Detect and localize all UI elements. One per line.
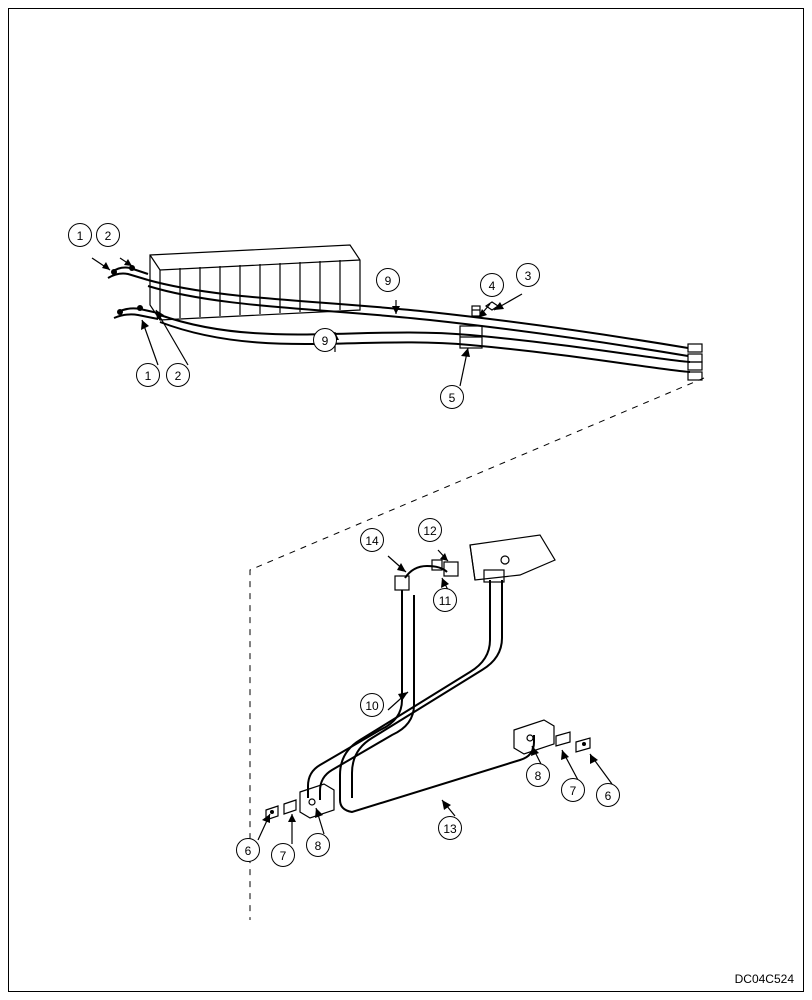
callout-8-right: 8 [526,763,550,787]
callout-label: 6 [605,789,612,803]
callout-label: 8 [315,839,322,853]
drawing-id: DC04C524 [735,972,794,986]
callout-9a: 9 [376,268,400,292]
callout-7-right: 7 [561,778,585,802]
hose-fittings-top [108,265,148,280]
callout-9b: 9 [313,328,337,352]
callout-label: 5 [449,391,456,405]
callout-13: 13 [438,816,462,840]
callout-1-top: 1 [68,223,92,247]
leader-arrows [92,258,612,844]
callout-3: 3 [516,263,540,287]
callout-2-top: 2 [96,223,120,247]
callout-label: 9 [385,274,392,288]
callout-label: 2 [175,369,182,383]
callout-11: 11 [433,588,457,612]
callout-label: 6 [245,844,252,858]
callout-label: 3 [525,269,532,283]
callout-label: 14 [365,534,378,548]
junction-block-left [266,784,334,820]
callout-label: 9 [322,334,329,348]
callout-label: 7 [570,784,577,798]
elbow-fittings [395,560,458,590]
callout-2-bot: 2 [166,363,190,387]
callout-label: 13 [443,822,456,836]
callout-label: 10 [365,699,378,713]
callout-14: 14 [360,528,384,552]
callout-6-left: 6 [236,838,260,862]
callout-label: 11 [439,594,451,608]
callout-label: 2 [105,229,112,243]
technical-diagram [0,0,812,1000]
callout-8-left: 8 [306,833,330,857]
long-hoses [148,280,702,380]
callout-label: 8 [535,769,542,783]
callout-1-bot: 1 [136,363,160,387]
callout-6-right: 6 [596,783,620,807]
callout-label: 4 [489,279,496,293]
diagram-page: 1 2 1 2 3 4 5 9 9 14 12 11 10 13 6 7 8 8… [0,0,812,1000]
callout-label: 12 [423,524,436,538]
callout-label: 7 [280,849,287,863]
callout-7-left: 7 [271,843,295,867]
callout-4: 4 [480,273,504,297]
junction-block-right [514,720,590,754]
bent-tubes [308,570,534,812]
block-assembly [150,245,360,320]
callout-label: 1 [77,229,84,243]
callout-10: 10 [360,693,384,717]
bracket [470,535,555,580]
callout-5: 5 [440,385,464,409]
callout-label: 1 [145,369,152,383]
callout-12: 12 [418,518,442,542]
